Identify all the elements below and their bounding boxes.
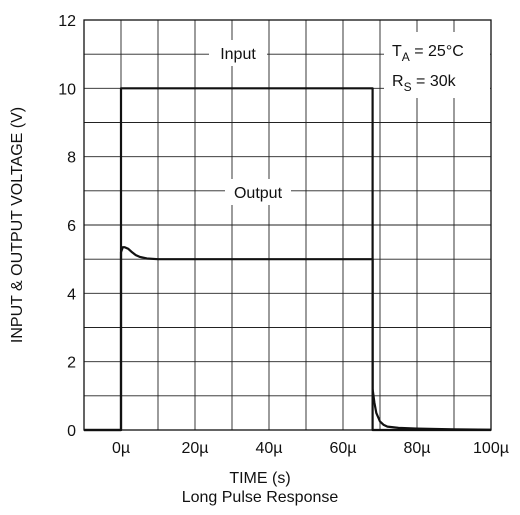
- x-tick-labels: 0µ 20µ 40µ 60µ 80µ 100µ: [112, 440, 509, 457]
- y-tick-labels: 0 2 4 6 8 10 12: [58, 13, 76, 440]
- y-tick-label: 12: [58, 13, 76, 30]
- chart-caption: Long Pulse Response: [182, 489, 339, 506]
- y-tick-label: 2: [67, 355, 76, 372]
- y-tick-label: 10: [58, 81, 76, 98]
- output-series-label: Output: [234, 185, 283, 202]
- y-axis-title: INPUT & OUTPUT VOLTAGE (V): [9, 107, 26, 343]
- x-tick-label: 80µ: [403, 440, 430, 457]
- y-tick-label: 0: [67, 423, 76, 440]
- x-tick-label: 100µ: [473, 440, 509, 457]
- conditions-bg: [384, 32, 490, 98]
- rs-condition: RS = 30k: [392, 73, 457, 94]
- y-tick-label: 6: [67, 218, 76, 235]
- series-line-output: [84, 246, 492, 432]
- input-label-bg: [209, 40, 267, 66]
- x-tick-label: 60µ: [329, 440, 356, 457]
- ta-condition: TA = 25°C: [392, 43, 464, 64]
- input-series-label: Input: [220, 46, 256, 63]
- output-label-bg: [225, 179, 291, 205]
- x-tick-label: 40µ: [255, 440, 282, 457]
- x-tick-label: 0µ: [112, 440, 130, 457]
- x-axis-title: TIME (s): [229, 470, 290, 487]
- plot-frame: [83, 19, 492, 431]
- y-tick-label: 4: [67, 286, 76, 303]
- x-tick-label: 20µ: [181, 440, 208, 457]
- y-tick-label: 8: [67, 150, 76, 167]
